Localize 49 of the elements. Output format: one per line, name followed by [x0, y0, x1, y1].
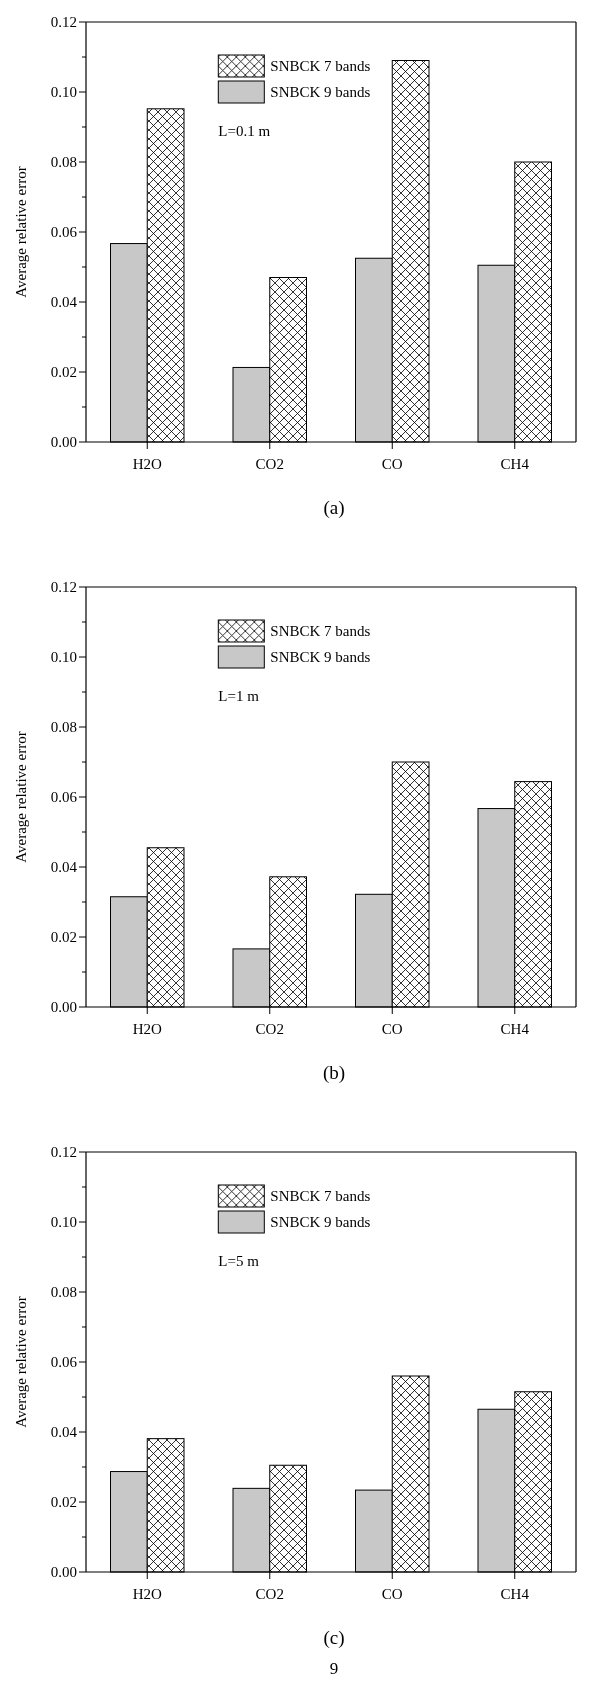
x-tick-label: H2O [132, 1021, 162, 1037]
y-tick-label: 0.12 [50, 14, 77, 31]
x-tick-label: CO [381, 1021, 403, 1037]
x-tick-label: CH4 [500, 1021, 530, 1037]
y-axis-title: Average relative error [13, 166, 29, 298]
x-tick-label: CO2 [255, 1586, 284, 1602]
y-tick-label: 0.02 [50, 929, 77, 946]
y-tick-label: 0.06 [50, 1354, 78, 1371]
legend-label: SNBCK 9 bands [270, 1214, 371, 1231]
x-tick-label: CO2 [255, 456, 284, 472]
y-tick-label: 0.08 [50, 719, 77, 736]
text: (a) [323, 497, 345, 519]
x-tick-label: CO [381, 1586, 403, 1602]
y-tick-label: 0.10 [50, 84, 77, 101]
legend-label: SNBCK 7 bands [270, 58, 371, 75]
y-tick-label: 0.10 [50, 1214, 77, 1231]
x-tick-label: CO [381, 456, 403, 472]
x-tick-label: H2O [132, 456, 162, 472]
y-tick-label: 0.00 [50, 1564, 77, 1581]
legend-label: SNBCK 9 bands [270, 84, 371, 101]
y-tick-label: 0.00 [50, 434, 77, 451]
y-tick-label: 0.02 [50, 1494, 77, 1511]
x-tick-label: H2O [132, 1586, 162, 1602]
y-tick-label: 0.10 [50, 649, 77, 666]
text: (b) [322, 1062, 346, 1084]
y-tick-label: 0.08 [50, 1284, 77, 1301]
x-tick-label: CH4 [500, 456, 530, 472]
y-tick-label: 0.04 [50, 1424, 78, 1441]
y-tick-label: 0.12 [50, 1144, 77, 1161]
y-tick-label: 0.00 [50, 999, 77, 1016]
text: 9 [329, 1659, 339, 1678]
y-tick-label: 0.06 [50, 789, 78, 806]
x-tick-label: CH4 [500, 1586, 530, 1602]
x-tick-label: CO2 [255, 1021, 284, 1037]
y-tick-label: 0.12 [50, 579, 77, 596]
annotation: L=0.1 m [218, 123, 271, 139]
annotation: L=5 m [218, 1253, 260, 1269]
y-tick-label: 0.04 [50, 859, 78, 876]
legend-label: SNBCK 7 bands [270, 623, 371, 640]
legend-label: SNBCK 7 bands [270, 1188, 371, 1205]
y-tick-label: 0.08 [50, 154, 77, 171]
annotation: L=1 m [218, 688, 260, 704]
y-axis-title: Average relative error [13, 1296, 29, 1428]
legend-label: SNBCK 9 bands [270, 649, 371, 666]
y-tick-label: 0.04 [50, 294, 78, 311]
y-axis-title: Average relative error [13, 731, 29, 863]
y-tick-label: 0.06 [50, 224, 78, 241]
text: (c) [323, 1627, 345, 1649]
y-tick-label: 0.02 [50, 364, 77, 381]
